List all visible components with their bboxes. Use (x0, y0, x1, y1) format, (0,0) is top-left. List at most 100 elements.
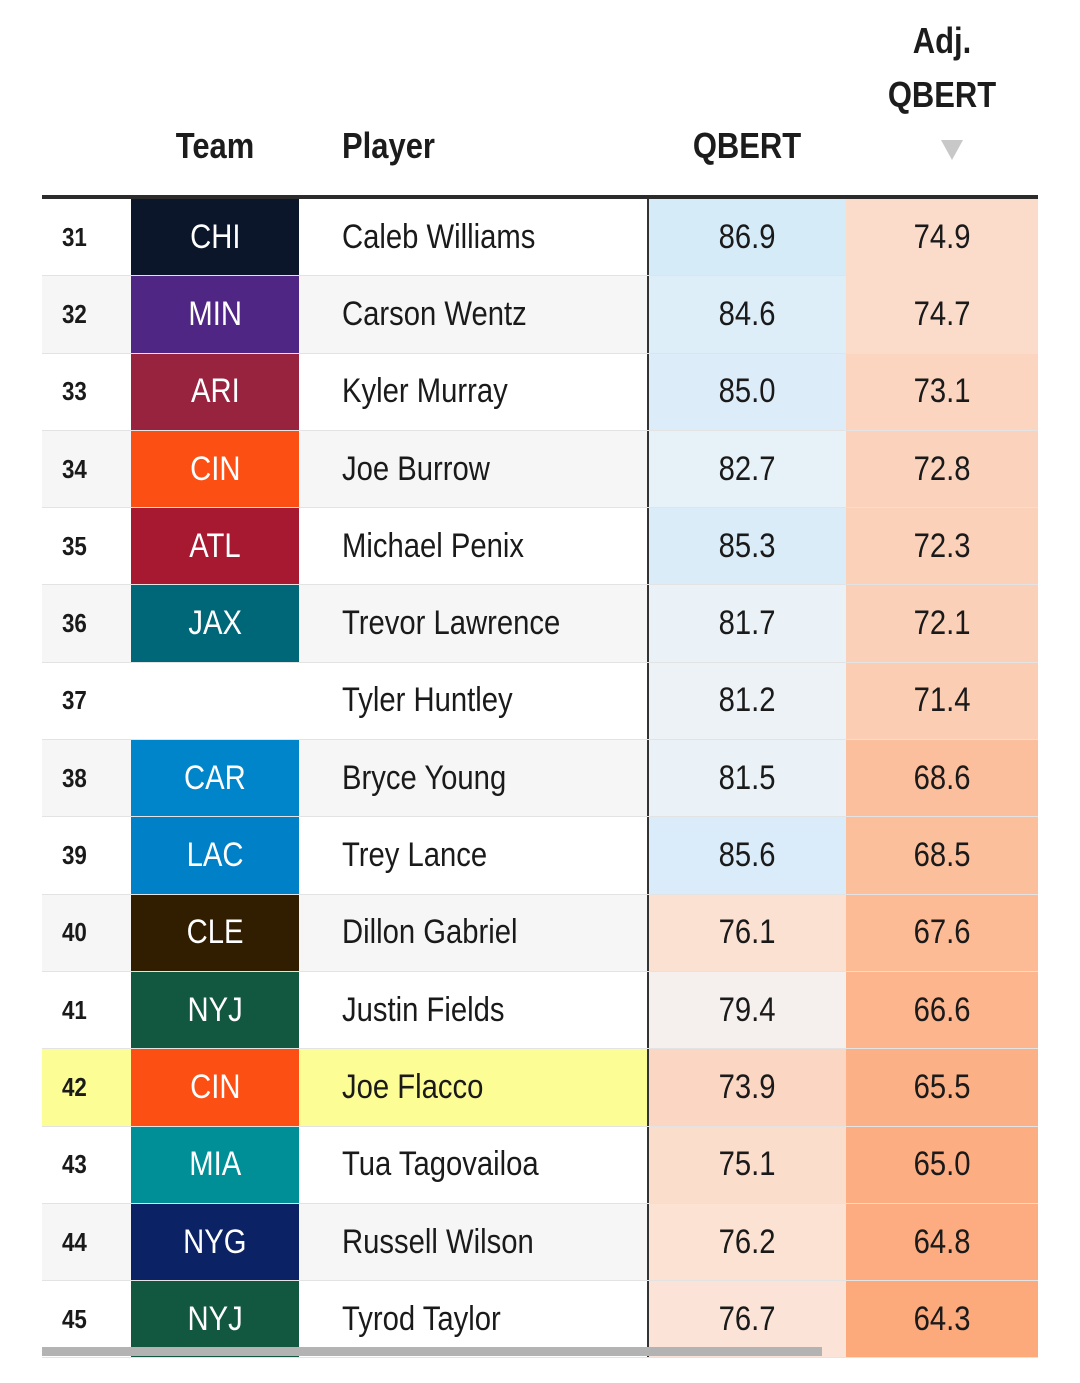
rank-cell: 36 (42, 585, 131, 661)
player-name-cell: Justin Fields (299, 972, 647, 1048)
player-name-cell: Tyrod Taylor (299, 1281, 647, 1357)
player-name: Trevor Lawrence (342, 604, 561, 643)
player-name: Trey Lance (342, 836, 488, 875)
table-row[interactable]: 35 ATL Michael Penix 85.3 72.3 (42, 508, 1038, 586)
team-column-header[interactable]: Team (175, 125, 255, 166)
rank-cell: 37 (42, 663, 131, 739)
sort-descending-icon[interactable] (941, 140, 963, 160)
team-abbr: NYJ (187, 1299, 243, 1338)
table-row[interactable]: 42 CIN Joe Flacco 73.9 65.5 (42, 1049, 1038, 1127)
adj-qbert-cell: 68.5 (846, 817, 1038, 894)
rank-value: 36 (62, 608, 87, 639)
qbert-value: 81.2 (719, 681, 776, 720)
player-name-cell: Caleb Williams (299, 199, 647, 275)
adj-qbert-value: 66.6 (913, 990, 971, 1029)
qbert-table: Team Player QBERT Adj. QBERT 31 CHI Caleb … (42, 0, 1038, 1359)
table-row[interactable]: 31 CHI Caleb Williams 86.9 74.9 (42, 199, 1038, 277)
adj-qbert-cell: 67.6 (846, 894, 1038, 971)
adj-qbert-cell: 74.7 (846, 276, 1038, 353)
qbert-cell: 86.9 (647, 199, 846, 276)
table-row[interactable]: 41 NYJ Justin Fields 79.4 66.6 (42, 971, 1038, 1050)
rank-value: 44 (62, 1226, 87, 1257)
rank-value: 32 (62, 298, 87, 329)
rank-cell: 45 (42, 1281, 131, 1357)
player-name: Caleb Williams (342, 217, 536, 256)
team-badge: CIN (131, 430, 299, 508)
table-body: 31 CHI Caleb Williams 86.9 74.9 32 MIN Carson W… (42, 199, 1038, 1359)
qbert-cell: 79.4 (647, 971, 846, 1049)
team-badge (131, 663, 299, 739)
team-abbr: CLE (186, 913, 244, 952)
qbert-column-header[interactable]: QBERT (692, 125, 802, 166)
qbert-value: 76.2 (719, 1222, 776, 1261)
team-abbr: CIN (189, 449, 241, 488)
player-column-header[interactable]: Player (342, 125, 435, 166)
table-row[interactable]: 33 ARI Kyler Murray 85.0 73.1 (42, 353, 1038, 431)
rank-value: 34 (62, 453, 87, 484)
adj-qbert-cell: 64.3 (846, 1281, 1038, 1358)
table-row[interactable]: 34 CIN Joe Burrow 82.7 72.8 (42, 430, 1038, 509)
player-name: Bryce Young (342, 758, 507, 797)
table-row[interactable]: 32 MIN Carson Wentz 84.6 74.7 (42, 276, 1038, 354)
player-name: Tua Tagovailoa (342, 1145, 539, 1184)
player-name-cell: Tua Tagovailoa (299, 1127, 647, 1203)
adj-qbert-value: 74.7 (913, 294, 971, 333)
table-row[interactable]: 40 CLE Dillon Gabriel 76.1 67.6 (42, 894, 1038, 972)
rank-cell: 33 (42, 354, 131, 430)
rank-value: 35 (62, 530, 87, 561)
qbert-value: 76.1 (719, 913, 776, 952)
rank-value: 45 (62, 1303, 87, 1334)
table-row[interactable]: 38 CAR Bryce Young 81.5 68.6 (42, 740, 1038, 818)
team-badge: MIA (131, 1126, 299, 1203)
team-badge: ATL (131, 508, 299, 585)
team-abbr: MIA (188, 1145, 241, 1184)
player-name-cell: Joe Flacco (299, 1049, 647, 1126)
team-abbr: NYJ (187, 990, 243, 1029)
qbert-value: 85.3 (719, 526, 776, 565)
qbert-cell: 75.1 (647, 1126, 846, 1203)
team-badge: CLE (131, 894, 299, 971)
qbert-value: 81.7 (719, 604, 776, 643)
rank-cell: 42 (42, 1049, 131, 1126)
player-name: Kyler Murray (342, 372, 508, 411)
qbert-cell: 85.6 (647, 817, 846, 894)
qbert-value: 85.6 (719, 836, 776, 875)
team-abbr: NYG (183, 1222, 247, 1261)
qbert-cell: 82.7 (647, 430, 846, 508)
team-badge: NYJ (131, 971, 299, 1049)
qbert-value: 85.0 (719, 372, 776, 411)
team-abbr: LAC (186, 836, 244, 875)
table-row[interactable]: 37 Tyler Huntley 81.2 71.4 (42, 662, 1038, 741)
rank-value: 40 (62, 917, 87, 948)
table-row[interactable]: 43 MIA Tua Tagovailoa 75.1 65.0 (42, 1126, 1038, 1204)
team-badge: MIN (131, 276, 299, 353)
player-name-cell: Trey Lance (299, 817, 647, 893)
team-badge: ARI (131, 353, 299, 430)
rank-value: 31 (62, 221, 87, 252)
qbert-cell: 85.3 (647, 508, 846, 585)
table-row[interactable]: 44 NYG Russell Wilson 76.2 64.8 (42, 1203, 1038, 1282)
adj-qbert-value: 72.8 (913, 449, 971, 488)
adj-qbert-cell: 73.1 (846, 353, 1038, 430)
qbert-value: 73.9 (719, 1067, 776, 1106)
adj-qbert-cell: 68.6 (846, 740, 1038, 817)
table-row[interactable]: 45 NYJ Tyrod Taylor 76.7 64.3 (42, 1281, 1038, 1359)
adj-qbert-cell: 74.9 (846, 199, 1038, 276)
team-badge: NYJ (131, 1281, 299, 1358)
player-name: Tyrod Taylor (342, 1299, 501, 1338)
table-row[interactable]: 36 JAX Trevor Lawrence 81.7 72.1 (42, 585, 1038, 663)
rank-cell: 31 (42, 199, 131, 275)
rank-cell: 35 (42, 508, 131, 584)
horizontal-scrollbar[interactable] (42, 1347, 822, 1356)
adj-qbert-column-header[interactable]: Adj. QBERT (859, 14, 1024, 122)
table-row[interactable]: 39 LAC Trey Lance 85.6 68.5 (42, 817, 1038, 895)
adj-qbert-cell: 71.4 (846, 662, 1038, 740)
adj-qbert-value: 68.5 (913, 836, 971, 875)
adj-qbert-value: 65.5 (913, 1067, 971, 1106)
adj-qbert-cell: 72.3 (846, 508, 1038, 585)
rank-cell: 34 (42, 431, 131, 507)
rank-value: 38 (62, 762, 87, 793)
player-name: Justin Fields (342, 990, 505, 1029)
adj-qbert-cell: 64.8 (846, 1203, 1038, 1281)
team-badge: LAC (131, 817, 299, 894)
